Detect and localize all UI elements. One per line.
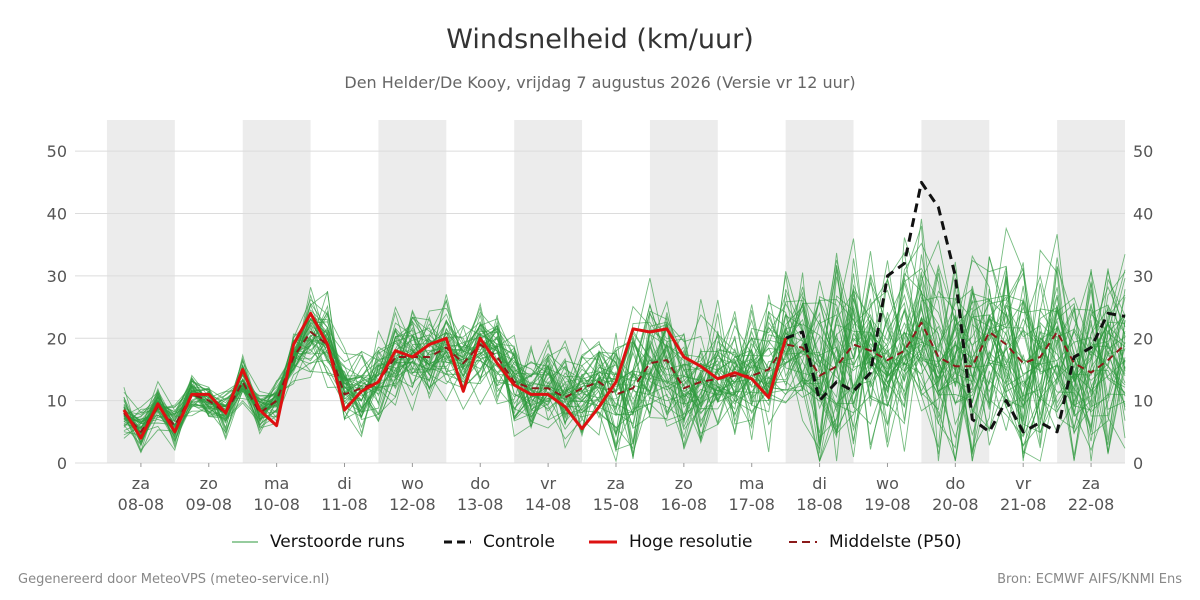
x-tick-day: wo	[876, 474, 899, 493]
x-tick-day: do	[470, 474, 490, 493]
x-tick-date: 20-08	[932, 495, 979, 514]
x-tick-date: 10-08	[253, 495, 300, 514]
x-tick-day: za	[607, 474, 625, 493]
x-tick-date: 17-08	[728, 495, 775, 514]
legend-swatch-control	[444, 540, 471, 544]
x-tick-date: 13-08	[457, 495, 504, 514]
legend-label: Controle	[483, 532, 555, 552]
x-tick-date: 22-08	[1068, 495, 1115, 514]
y-tick-label-right: 30	[1133, 267, 1153, 286]
x-tick-date: 09-08	[186, 495, 233, 514]
y-tick-label-right: 0	[1133, 454, 1143, 473]
ensemble-member-line	[123, 285, 1126, 462]
x-tick-day: vr	[540, 474, 556, 493]
x-tick-date: 14-08	[525, 495, 572, 514]
y-axis-ticks: 0 0 10 10 20 20 30 30 40 40 50 50	[47, 142, 1154, 473]
ensemble-member-line	[123, 259, 1126, 463]
footer-source: Bron: ECMWF AIFS/KNMI Ens	[997, 572, 1182, 587]
ensemble-member-line	[123, 226, 1126, 461]
y-tick-label-left: 30	[47, 267, 67, 286]
y-tick-label-left: 20	[47, 329, 67, 348]
legend-label: Middelste (P50)	[829, 532, 962, 552]
legend-label: Hoge resolutie	[629, 532, 753, 552]
x-tick-day: di	[337, 474, 352, 493]
y-tick-label-right: 50	[1133, 142, 1153, 161]
x-tick-day: vr	[1015, 474, 1031, 493]
chart-subtitle: Den Helder/De Kooy, vrijdag 7 augustus 2…	[344, 73, 856, 92]
day-band	[378, 120, 447, 463]
x-tick-date: 18-08	[796, 495, 843, 514]
x-axis-ticks: za 08-08 zo 09-08 ma 10-08 di 11-08 wo 12-08 do 13-…	[118, 463, 1115, 514]
day-band	[785, 120, 854, 463]
x-tick-date: 11-08	[321, 495, 368, 514]
legend-item-high-res: Hoge resolutie	[589, 530, 753, 554]
legend-swatch-median	[789, 541, 817, 543]
footer-credit: Gegenereerd door MeteoVPS (meteo-service…	[18, 572, 330, 587]
legend-item-median: Middelste (P50)	[789, 530, 962, 554]
legend-label: Verstoorde runs	[270, 532, 405, 552]
x-tick-day: za	[132, 474, 150, 493]
x-tick-day: di	[812, 474, 827, 493]
x-tick-date: 12-08	[389, 495, 436, 514]
y-tick-label-left: 10	[47, 392, 67, 411]
high-res-line	[122, 311, 788, 440]
ensemble-member-line	[123, 239, 1126, 462]
y-tick-label-right: 20	[1133, 329, 1153, 348]
y-tick-label-left: 40	[47, 205, 67, 224]
control-line	[785, 180, 1126, 434]
x-tick-date: 19-08	[864, 495, 911, 514]
x-tick-day: do	[945, 474, 965, 493]
median-line	[123, 321, 1126, 433]
legend-item-control: Controle	[444, 530, 555, 554]
gridlines	[75, 150, 1125, 464]
x-tick-day: zo	[675, 474, 693, 493]
legend-swatch-high-res	[589, 540, 617, 544]
legend: Verstoorde runs Controle Hoge resolutie …	[0, 530, 1200, 554]
chart-title: Windsnelheid (km/uur)	[446, 24, 754, 55]
x-tick-date: 16-08	[661, 495, 708, 514]
main-series-lines	[122, 180, 1126, 440]
x-tick-day: zo	[200, 474, 218, 493]
x-tick-date: 15-08	[593, 495, 640, 514]
y-tick-label-left: 0	[57, 454, 67, 473]
legend-item-perturbed: Verstoorde runs	[232, 530, 405, 554]
x-tick-day: ma	[739, 474, 764, 493]
y-tick-label-right: 40	[1133, 205, 1153, 224]
x-tick-day: ma	[264, 474, 289, 493]
chart-plot: 0 0 10 10 20 20 30 30 40 40 50 50 za 08-08 zo 09-08 ma 1…	[47, 120, 1154, 514]
ensemble-lines	[123, 218, 1126, 463]
legend-swatch-perturbed	[232, 541, 258, 543]
y-tick-label-right: 10	[1133, 392, 1153, 411]
x-tick-day: za	[1082, 474, 1100, 493]
x-tick-date: 08-08	[118, 495, 165, 514]
y-tick-label-left: 50	[47, 142, 67, 161]
x-tick-date: 21-08	[1000, 495, 1047, 514]
x-tick-day: wo	[401, 474, 424, 493]
